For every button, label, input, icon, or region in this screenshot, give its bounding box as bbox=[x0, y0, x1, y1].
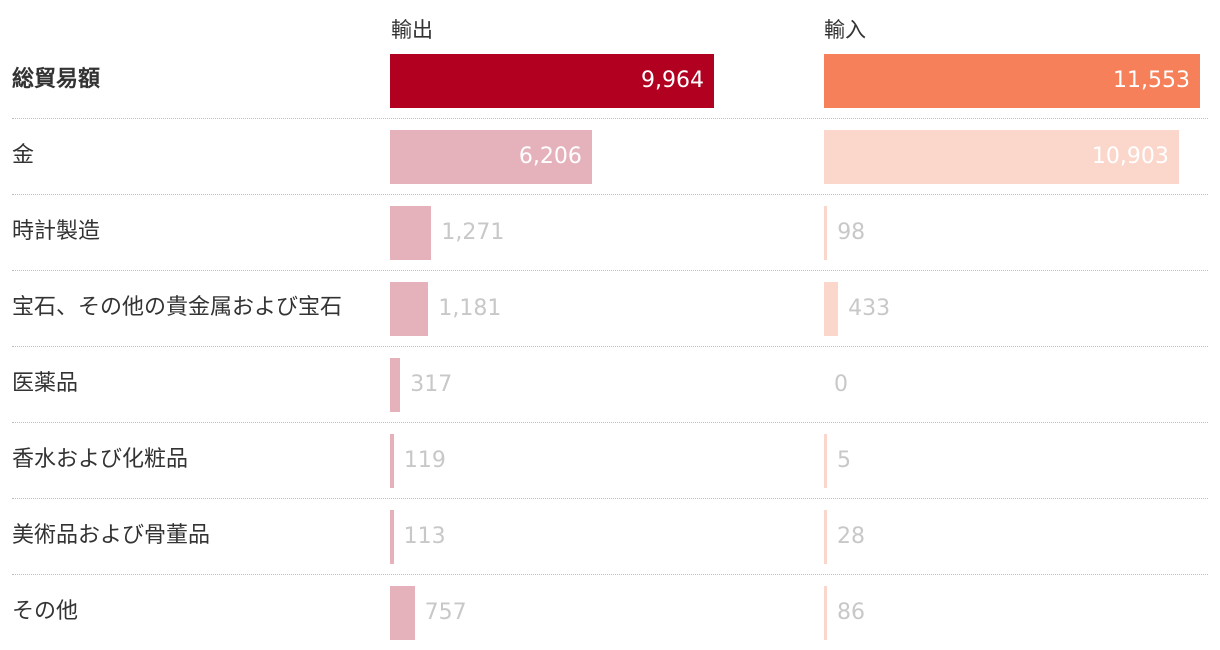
import-bar bbox=[824, 586, 827, 640]
import-value-label: 0 bbox=[834, 372, 848, 397]
export-bar bbox=[390, 358, 401, 412]
row-divider bbox=[12, 194, 1208, 195]
import-value-label: 28 bbox=[837, 524, 865, 549]
export-bar bbox=[390, 282, 429, 336]
export-bar bbox=[390, 434, 394, 488]
row-divider bbox=[12, 118, 1208, 119]
import-bar bbox=[824, 282, 839, 336]
category-label: 金 bbox=[12, 143, 35, 168]
export-column-header: 輸出 bbox=[391, 18, 433, 42]
import-value-label: 98 bbox=[837, 220, 866, 245]
import-value-label: 86 bbox=[837, 600, 865, 625]
import-bar bbox=[824, 510, 827, 564]
category-label: その他 bbox=[12, 599, 79, 624]
export-value-label: 1,271 bbox=[441, 220, 505, 245]
row-divider bbox=[12, 498, 1208, 499]
chart-row: その他 757 86 bbox=[0, 574, 1220, 650]
export-value-label: 9,964 bbox=[641, 68, 704, 93]
chart-row: 香水および化粧品 119 5 bbox=[0, 422, 1220, 498]
import-value-label: 10,903 bbox=[1091, 144, 1169, 169]
category-label: 総貿易額 bbox=[12, 67, 101, 92]
import-bar bbox=[824, 206, 828, 260]
category-label: 医薬品 bbox=[12, 371, 79, 396]
chart-row: 医薬品 317 0 bbox=[0, 346, 1220, 422]
row-divider bbox=[12, 422, 1208, 423]
import-column-header: 輸入 bbox=[824, 18, 866, 42]
export-value-label: 757 bbox=[424, 600, 467, 625]
category-label: 香水および化粧品 bbox=[12, 447, 189, 472]
export-value-label: 119 bbox=[403, 448, 446, 473]
export-value-label: 317 bbox=[410, 372, 453, 397]
export-value-label: 113 bbox=[403, 524, 446, 549]
export-value-label: 6,206 bbox=[518, 144, 582, 169]
category-label: 時計製造 bbox=[12, 219, 101, 244]
import-value-label: 5 bbox=[837, 448, 851, 473]
chart-row: 宝石、その他の貴金属および宝石 1,181 433 bbox=[0, 270, 1220, 346]
chart-row: 時計製造 1,271 98 bbox=[0, 194, 1220, 270]
export-bar bbox=[390, 510, 394, 564]
export-value-label: 1,181 bbox=[438, 296, 502, 321]
export-bar bbox=[390, 206, 432, 260]
import-bar bbox=[824, 54, 1200, 108]
import-bar bbox=[824, 434, 827, 488]
export-bar bbox=[390, 54, 714, 108]
chart-row: 金 6,206 10,903 bbox=[0, 118, 1220, 194]
category-label: 美術品および骨董品 bbox=[12, 523, 211, 548]
category-label: 宝石、その他の貴金属および宝石 bbox=[12, 295, 343, 320]
export-bar bbox=[390, 130, 592, 184]
import-bar bbox=[824, 130, 1179, 184]
chart-row: 総貿易額 9,964 11,553 bbox=[0, 42, 1220, 118]
row-divider bbox=[12, 574, 1208, 575]
row-divider bbox=[12, 346, 1208, 347]
export-bar bbox=[390, 586, 415, 640]
chart-row: 美術品および骨董品 113 28 bbox=[0, 498, 1220, 574]
import-value-label: 433 bbox=[848, 296, 891, 321]
row-divider bbox=[12, 270, 1208, 271]
import-value-label: 11,553 bbox=[1113, 68, 1190, 93]
